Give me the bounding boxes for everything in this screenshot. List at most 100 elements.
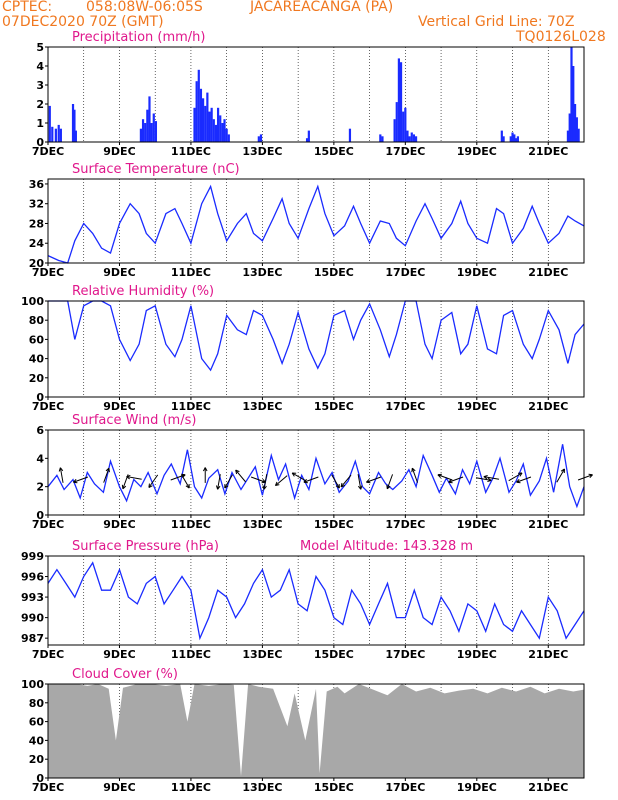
y-tick-label: 1 — [36, 117, 44, 130]
precip-bar — [197, 69, 200, 142]
wind-line — [47, 444, 585, 509]
x-tick-label: 15DEC — [314, 266, 354, 279]
wind-arrow-shaft — [303, 476, 319, 483]
wind-arrow — [357, 474, 363, 490]
precip-bar — [577, 128, 580, 142]
precip-bar — [225, 128, 228, 142]
wind-arrow-head — [58, 467, 64, 472]
x-tick-label: 11DEC — [171, 266, 211, 279]
cloud-title: Cloud Cover (%) — [72, 667, 178, 682]
precip-bar — [212, 119, 215, 142]
wind-arrow-shaft — [577, 474, 593, 481]
precip-bar — [195, 81, 198, 142]
wind-arrow-shaft — [437, 474, 453, 481]
precip-bar — [410, 132, 413, 142]
wind-arrow-head — [340, 482, 345, 488]
precip-bar — [414, 136, 418, 142]
y-tick-label: 990 — [21, 612, 44, 625]
precip-bar — [59, 128, 62, 142]
wind-arrow — [475, 477, 492, 483]
precip-bar — [71, 104, 75, 142]
precip-bar — [575, 117, 578, 142]
x-tick-label: 21DEC — [528, 781, 568, 794]
rh-panel: 0 20 40 60 80 100 7DEC 9DEC 11DEC 13DEC 15DEC 17DEC… — [21, 284, 585, 413]
cloud-cover-area — [48, 684, 584, 778]
x-tick-label: 11DEC — [171, 781, 211, 794]
y-tick-label: 20 — [29, 753, 45, 766]
precip-bar — [144, 123, 147, 142]
precip-bar — [305, 138, 309, 142]
y-tick-label: 0 — [36, 509, 44, 522]
wind-arrow-shaft — [516, 476, 532, 483]
x-tick-label: 7DEC — [32, 648, 64, 661]
temp-title: Surface Temperature (nC) — [72, 162, 240, 177]
precip-bar — [412, 134, 416, 142]
precip-bar — [404, 107, 407, 142]
x-tick-label: 7DEC — [32, 781, 64, 794]
wind-arrow-shaft — [263, 474, 268, 490]
precip-bar — [139, 128, 143, 142]
precip-bar — [511, 132, 514, 142]
wind-arrow-head — [274, 481, 280, 487]
wind-arrow-shaft — [411, 467, 419, 483]
precip-bar — [379, 134, 382, 142]
wind-arrow-shaft — [126, 476, 142, 480]
wind-arrow — [331, 474, 340, 489]
x-tick-label: 19DEC — [457, 648, 497, 661]
precip-bar — [54, 128, 57, 142]
wind-arrow-shaft — [170, 474, 186, 481]
y-tick-label: 5 — [36, 41, 44, 54]
wind-arrow-head — [224, 484, 229, 489]
precip-bar — [73, 109, 76, 142]
wind-arrow-shaft — [275, 475, 288, 486]
precip-frame — [47, 46, 585, 143]
precip-bar — [193, 107, 196, 142]
precip-bar — [227, 134, 230, 142]
x-tick-label: 13DEC — [242, 400, 282, 413]
wind-arrow-shaft — [448, 476, 464, 483]
precip-bar — [348, 128, 352, 142]
precip-bar — [216, 107, 220, 142]
wind-arrow-head — [105, 467, 110, 473]
wind-arrow-shaft — [475, 477, 492, 481]
wind-arrow-head — [202, 467, 208, 472]
wind-arrow-head — [262, 485, 267, 490]
wind-arrow-head — [411, 467, 416, 473]
wind-arrow-head — [291, 472, 297, 477]
wind-arrow — [437, 473, 453, 481]
wind-arrow — [126, 474, 142, 480]
x-tick-label: 7DEC — [32, 400, 64, 413]
y-tick-label: 100 — [21, 678, 44, 691]
wind-arrow-head — [560, 468, 565, 473]
precip-bar — [393, 119, 396, 142]
x-tick-label: 13DEC — [242, 145, 282, 158]
precip-bar — [51, 126, 54, 142]
wind-arrow-shaft — [366, 476, 382, 483]
x-tick-label: 19DEC — [457, 400, 497, 413]
x-tick-label: 9DEC — [103, 518, 135, 531]
wind-arrow-head — [437, 473, 442, 479]
precip-bar — [259, 134, 263, 142]
wind-arrow-head — [516, 478, 521, 484]
y-tick-label: 20 — [29, 257, 45, 270]
y-tick-label: 36 — [29, 178, 45, 191]
x-tick-label: 13DEC — [242, 266, 282, 279]
wind-arrow-shaft — [508, 472, 523, 482]
y-tick-label: 60 — [29, 333, 45, 346]
y-tick-label: 40 — [29, 353, 45, 366]
precip-bar — [500, 130, 503, 142]
cloud-panel: 0 20 40 60 80 100 7DEC 9DEC 11DEC 13DEC 15DEC 17DEC… — [21, 667, 585, 794]
precip-bar — [141, 119, 145, 142]
rh-title: Relative Humidity (%) — [72, 284, 214, 299]
x-tick-label: 7DEC — [32, 145, 64, 158]
x-tick-label: 17DEC — [385, 400, 425, 413]
precip-bar — [223, 119, 226, 142]
x-tick-label: 11DEC — [171, 145, 211, 158]
y-tick-label: 80 — [29, 697, 45, 710]
precip-bar — [516, 136, 519, 142]
wind-arrow-head — [126, 474, 131, 480]
y-tick-label: 3 — [36, 79, 44, 92]
precip-bar — [399, 62, 403, 143]
wind-arrow-head — [215, 485, 221, 490]
wind-arrow — [73, 476, 89, 484]
